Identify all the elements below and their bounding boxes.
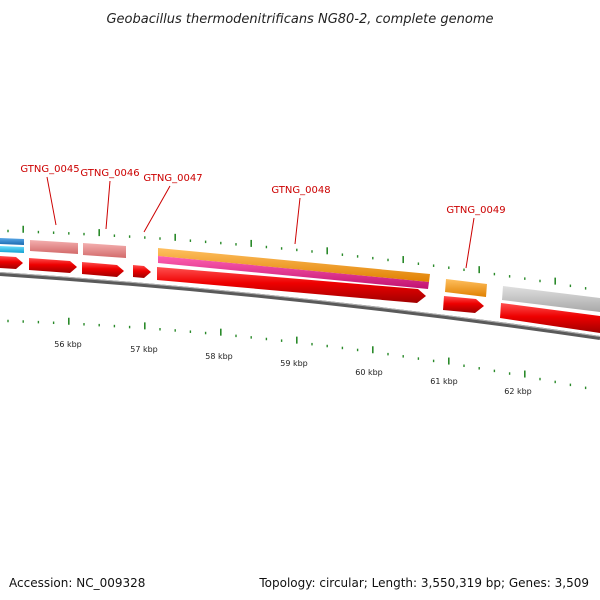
cds-arrow (0, 256, 23, 269)
kbp-label: 58 kbp (205, 352, 233, 361)
cds-arrow (157, 267, 426, 303)
feature-track (0, 238, 600, 312)
pink-feature-0046 (83, 243, 126, 258)
kbp-label: 59 kbp (280, 359, 308, 368)
gene-label: GTNG_0048 (271, 185, 330, 196)
gene-label: GTNG_0046 (80, 168, 139, 179)
gene-label-group: GTNG_0047 (143, 173, 203, 233)
cds-arrow (133, 265, 151, 278)
gene-leader-line (143, 185, 171, 233)
gene-leader-line (294, 197, 301, 245)
gene-label: GTNG_0045 (20, 164, 79, 175)
genome-backbone (0, 272, 600, 340)
map-title: Geobacillus thermodenitrificans NG80-2, … (106, 12, 493, 27)
cyan-feature (0, 246, 24, 253)
gene-leader-line (46, 176, 57, 226)
grey-feature (502, 286, 600, 312)
kbp-label: 60 kbp (355, 368, 383, 377)
kbp-label: 61 kbp (430, 377, 458, 386)
gene-label-group: GTNG_0048 (271, 185, 331, 245)
cds-arrow (500, 303, 600, 333)
cds-arrow (29, 258, 77, 273)
orange-feature-0048 (158, 248, 430, 282)
cds-arrow (82, 262, 124, 277)
lower-tick-ring (7, 317, 587, 390)
gene-leader-line (465, 217, 475, 269)
blue-feature (0, 238, 24, 245)
kbp-label: 62 kbp (504, 387, 532, 396)
cds-arrow (443, 296, 484, 313)
cds-track (0, 256, 600, 333)
kbp-label: 56 kbp (54, 340, 82, 349)
accession-label: Accession: NC_009328 (9, 576, 146, 590)
magenta-feature-0048 (158, 256, 429, 289)
gene-label: GTNG_0047 (143, 173, 202, 184)
gene-label-group: GTNG_0049 (446, 205, 506, 269)
orange-feature-0049 (445, 279, 487, 297)
gene-leader-line (105, 180, 111, 230)
gene-label-group: GTNG_0046 (80, 168, 140, 230)
genome-summary: Topology: circular; Length: 3,550,319 bp… (259, 576, 589, 590)
gene-labels: GTNG_0045 GTNG_0046 GTNG_0047 GTNG_0048 … (20, 164, 506, 269)
upper-tick-ring (7, 225, 587, 290)
gene-label: GTNG_0049 (446, 205, 505, 216)
pink-feature-0045 (30, 240, 78, 254)
kbp-scale: 56 kbp 57 kbp 58 kbp 59 kbp 60 kbp 61 kb… (54, 340, 532, 396)
genome-backbone-highlight (0, 272, 600, 337)
kbp-label: 57 kbp (130, 345, 158, 354)
gene-label-group: GTNG_0045 (20, 164, 80, 226)
